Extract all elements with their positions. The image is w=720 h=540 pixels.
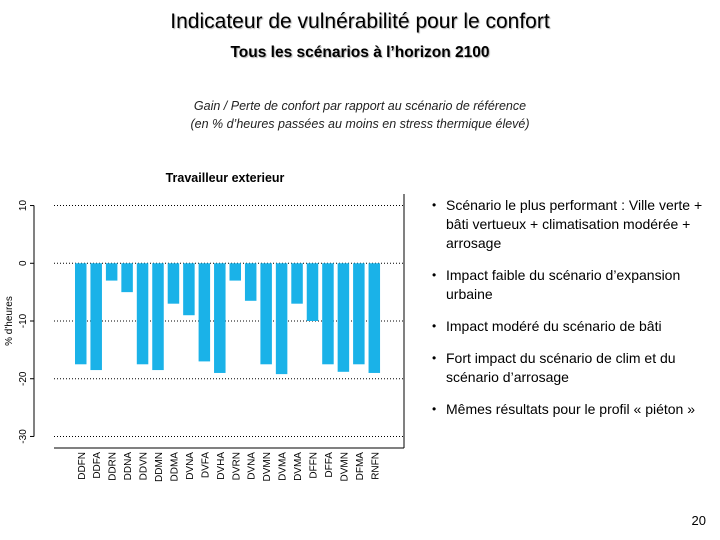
x-category-label: DFFA: [324, 452, 335, 478]
bullet-dot-icon: •: [432, 319, 437, 333]
bullet-list: • Scénario le plus performant : Ville ver…: [432, 196, 717, 432]
bar: [337, 263, 350, 372]
x-category-label: RNFN: [370, 452, 381, 480]
bar: [260, 263, 272, 365]
y-tick-label: -20: [18, 371, 29, 386]
chart-title: Travailleur exterieur: [166, 171, 285, 185]
x-category-label: DDMA: [169, 452, 180, 482]
bar: [353, 263, 365, 365]
bullet-dot-icon: •: [432, 351, 437, 365]
x-category-label: DVRN: [231, 452, 242, 480]
bar: [90, 263, 102, 371]
y-tick-label: -10: [18, 313, 29, 328]
x-category-label: DVMN: [339, 452, 350, 481]
bullet-dot-icon: •: [432, 268, 437, 282]
bullet-text: Scénario le plus performant : Ville vert…: [446, 197, 703, 251]
bar: [121, 263, 133, 293]
bullet-item: • Mêmes résultats pour le profil « piéton…: [432, 400, 717, 419]
bar: [244, 263, 257, 301]
bullet-item: • Impact faible du scénario d’expansion u…: [432, 266, 717, 304]
page-number: 20: [691, 513, 706, 528]
x-category-label: DVMA: [293, 452, 304, 481]
y-tick-label: -30: [18, 429, 29, 444]
bar: [75, 263, 87, 365]
bar: [152, 263, 164, 371]
bar: [291, 263, 303, 304]
chart-caption-line-1: Gain / Perte de confort par rapport au s…: [193, 99, 527, 113]
bar: [214, 263, 226, 373]
x-category-label: DDMN: [154, 452, 165, 482]
bullet-dot-icon: •: [432, 402, 437, 416]
bullet-item: • Scénario le plus performant : Ville ver…: [432, 196, 717, 253]
bar: [105, 263, 118, 281]
chart-caption-line-2: (en % d’heures passées au moins en stres…: [190, 117, 530, 131]
x-category-label: DVNA: [185, 452, 196, 480]
bar: [322, 263, 334, 365]
bullet-dot-icon: •: [432, 198, 437, 212]
x-category-label: DVFA: [200, 452, 211, 478]
x-category-label: DVMN: [262, 452, 273, 481]
bar: [306, 263, 319, 321]
x-category-label: DVMA: [278, 452, 289, 481]
x-category-label: DVHA: [216, 452, 227, 480]
bar: [183, 263, 195, 316]
x-category-label: DDFN: [77, 452, 88, 480]
bullet-text: Impact faible du scénario d’expansion ur…: [446, 267, 681, 302]
x-category-label: DDFA: [92, 452, 103, 479]
bullet-text: Fort impact du scénario de clim et du sc…: [446, 350, 676, 385]
y-tick-label: 0: [18, 260, 29, 266]
x-category-label: DVNA: [247, 452, 258, 480]
slide-subtitle: Tous les scénarios à l’horizon 2100: [230, 44, 490, 61]
bar: [167, 263, 180, 304]
slide-title: Indicateur de vulnérabilité pour le conf…: [170, 10, 550, 33]
bar: [198, 263, 211, 362]
x-category-label: DDRN: [108, 452, 119, 481]
bar: [275, 263, 288, 375]
x-category-label: DFFN: [309, 452, 320, 479]
bullet-item: • Fort impact du scénario de clim et du s…: [432, 349, 717, 387]
bullet-item: • Impact modéré du scénario de bâti: [432, 317, 717, 336]
x-category-label: DDNA: [123, 452, 134, 481]
bullet-text: Impact modéré du scénario de bâti: [446, 318, 662, 334]
bar: [229, 263, 241, 281]
bar: [368, 263, 381, 373]
bullet-text: Mêmes résultats pour le profil « piéton …: [446, 401, 696, 417]
bar: [136, 263, 149, 365]
y-axis-title: % d'heures: [4, 296, 15, 346]
x-category-label: DDVN: [139, 452, 150, 480]
x-category-label: DFMA: [355, 452, 366, 481]
y-tick-label: 10: [18, 200, 29, 212]
